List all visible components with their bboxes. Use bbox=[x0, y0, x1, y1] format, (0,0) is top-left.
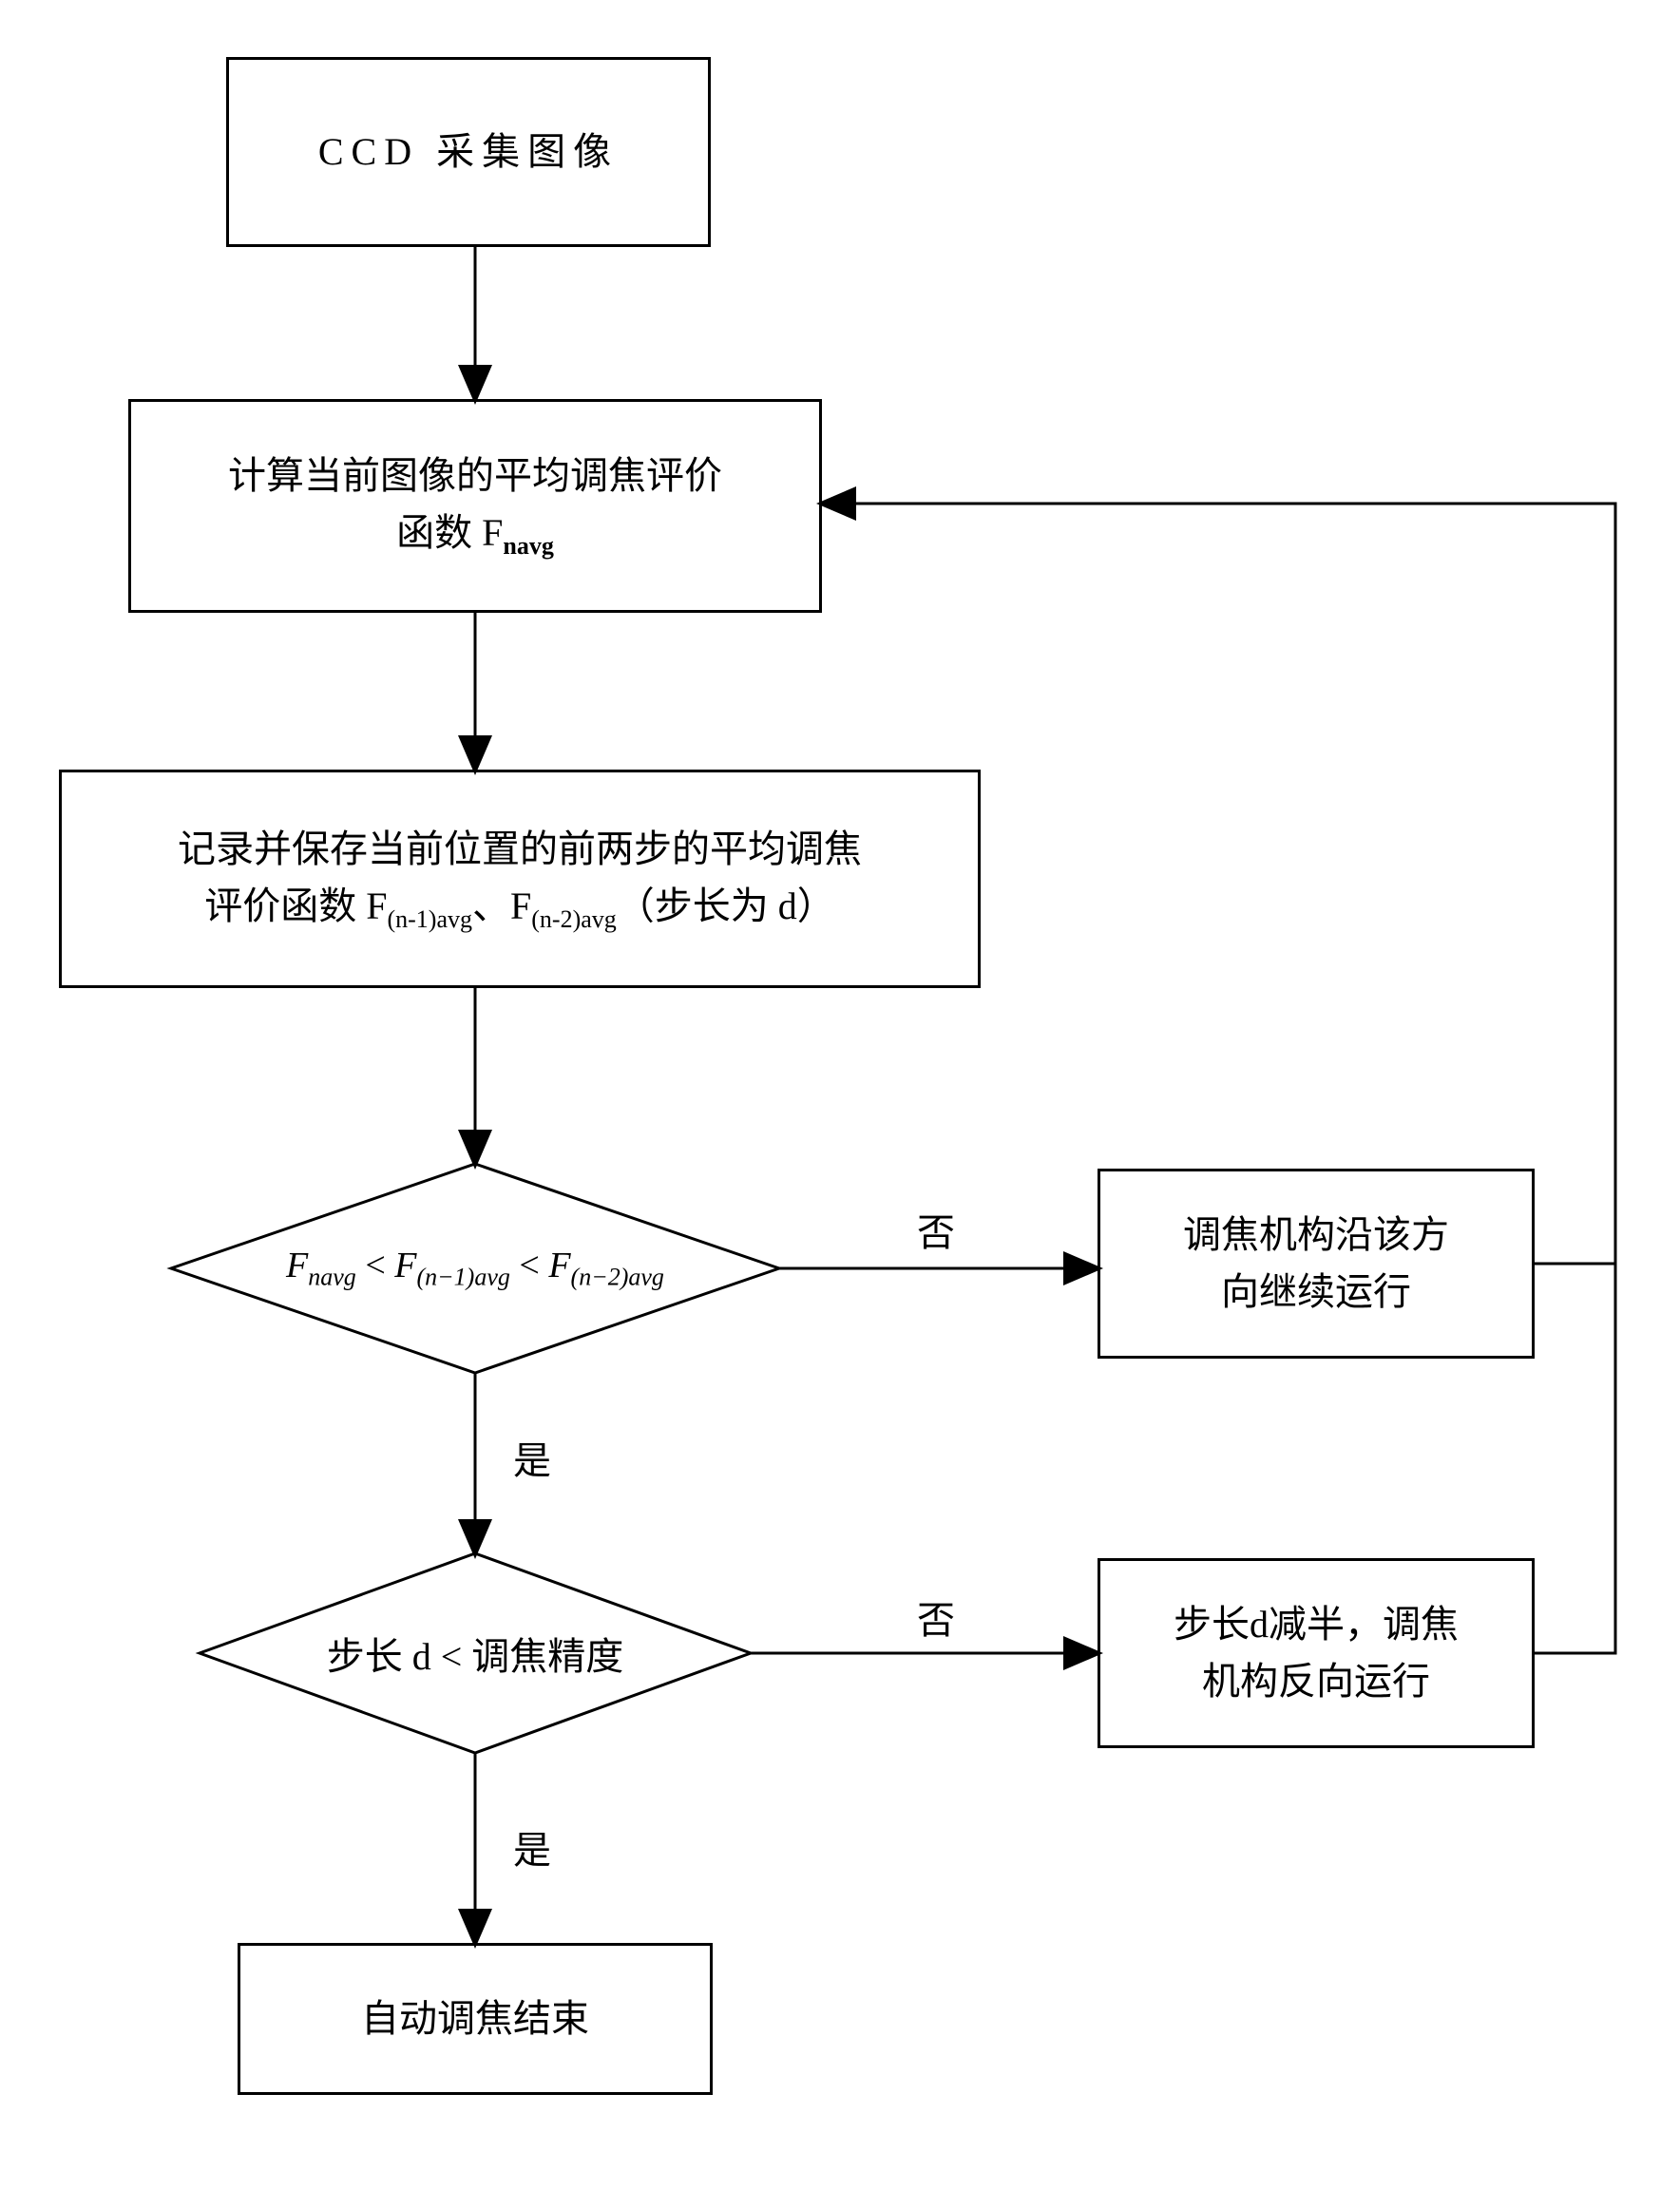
label-yes-1: 是 bbox=[513, 1430, 551, 1485]
node-record-line1: 记录并保存当前位置的前两步的平均调焦 bbox=[178, 821, 862, 878]
node-continue-line2: 向继续运行 bbox=[1183, 1264, 1449, 1321]
node-continue-content: 调焦机构沿该方 向继续运行 bbox=[1183, 1207, 1449, 1321]
node-ccd-capture: CCD 采集图像 bbox=[226, 57, 711, 247]
node-end: 自动调焦结束 bbox=[238, 1943, 713, 2095]
connectors bbox=[0, 0, 1680, 2189]
node-continue-line1: 调焦机构沿该方 bbox=[1183, 1207, 1449, 1264]
node-calc-fnavg: 计算当前图像的平均调焦评价 函数 Fnavg bbox=[128, 399, 822, 613]
node-end-text: 自动调焦结束 bbox=[361, 1990, 589, 2047]
node-halve-reverse: 步长d减半，调焦 机构反向运行 bbox=[1098, 1558, 1535, 1748]
node-halve-line2: 机构反向运行 bbox=[1174, 1653, 1459, 1710]
node-record-line2: 评价函数 F(n-1)avg、F(n-2)avg（步长为 d） bbox=[178, 878, 862, 938]
node-ccd-text: CCD 采集图像 bbox=[318, 124, 619, 181]
node-halve-line1: 步长d减半，调焦 bbox=[1174, 1596, 1459, 1653]
label-no-1: 否 bbox=[917, 1202, 955, 1257]
label-no-2: 否 bbox=[917, 1589, 955, 1645]
diamond-2-text: 步长 d < 调焦精度 bbox=[200, 1615, 751, 1691]
node-record-content: 记录并保存当前位置的前两步的平均调焦 评价函数 F(n-1)avg、F(n-2)… bbox=[178, 821, 862, 938]
node-continue-direction: 调焦机构沿该方 向继续运行 bbox=[1098, 1169, 1535, 1359]
node-calc-line2: 函数 Fnavg bbox=[228, 504, 722, 564]
diamond-1-shape bbox=[0, 0, 1680, 2189]
diamond-1-text: Fnavg < F(n−1)avg < F(n−2)avg bbox=[171, 1221, 779, 1316]
node-halve-content: 步长d减半，调焦 机构反向运行 bbox=[1174, 1596, 1459, 1710]
label-yes-2: 是 bbox=[513, 1819, 551, 1875]
diamond-2-shape bbox=[0, 0, 1680, 2189]
node-calc-content: 计算当前图像的平均调焦评价 函数 Fnavg bbox=[228, 447, 722, 564]
node-record-save: 记录并保存当前位置的前两步的平均调焦 评价函数 F(n-1)avg、F(n-2)… bbox=[59, 770, 981, 988]
node-calc-line1: 计算当前图像的平均调焦评价 bbox=[228, 447, 722, 504]
